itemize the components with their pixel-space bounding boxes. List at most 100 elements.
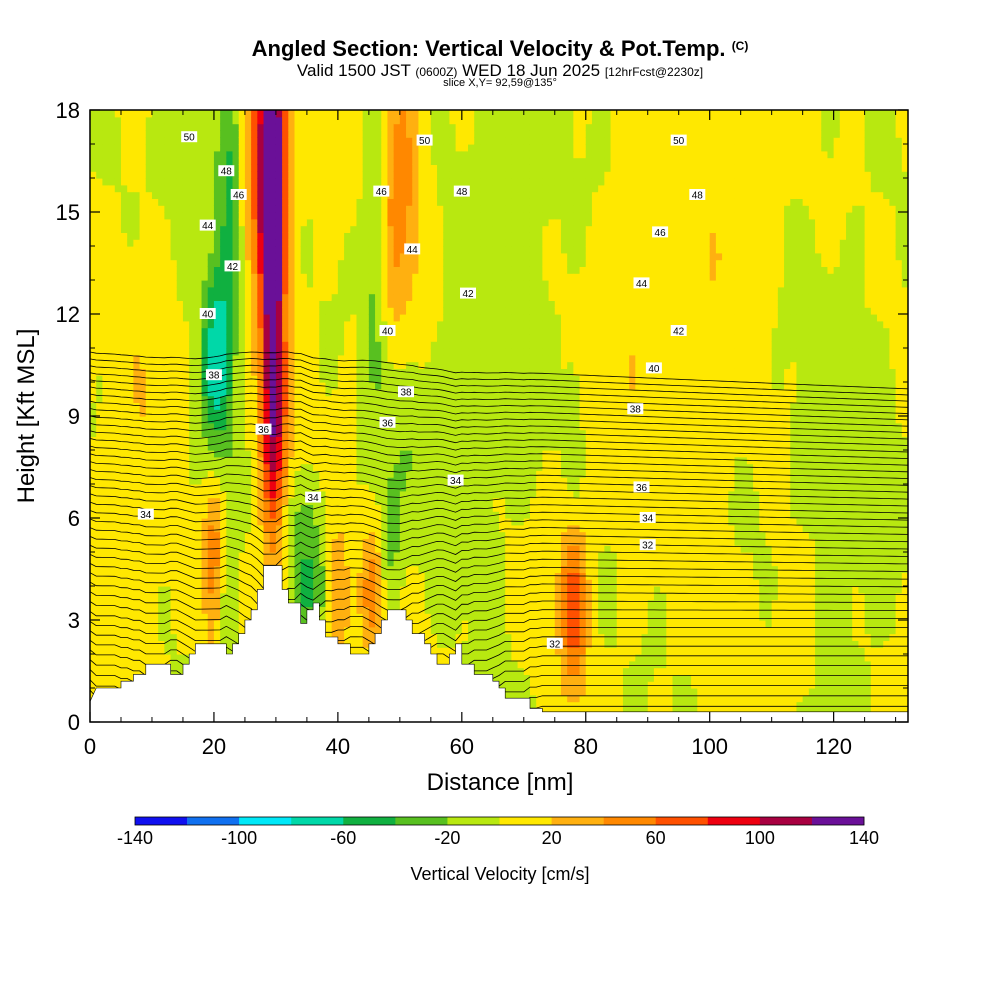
velocity-cell (120, 552, 128, 560)
velocity-cell (269, 266, 277, 274)
velocity-cell (207, 300, 215, 308)
velocity-cell (344, 470, 351, 478)
velocity-cell (176, 572, 184, 580)
velocity-cell (325, 137, 333, 145)
velocity-cell (313, 416, 320, 424)
velocity-cell (269, 538, 277, 546)
velocity-cell (102, 586, 110, 594)
velocity-cell (337, 212, 345, 220)
velocity-cell (356, 463, 364, 471)
velocity-cell (393, 273, 401, 281)
velocity-cell (201, 293, 209, 301)
velocity-cell (418, 164, 426, 172)
velocity-cell (406, 225, 413, 233)
velocity-cell (300, 327, 308, 335)
velocity-cell (406, 375, 413, 383)
velocity-cell (189, 518, 196, 526)
velocity-cell (344, 518, 351, 526)
velocity-cell (145, 443, 153, 451)
velocity-cell (232, 552, 240, 560)
velocity-cell (182, 654, 190, 662)
velocity-cell (412, 184, 420, 193)
velocity-cell (294, 382, 302, 390)
velocity-cell (182, 314, 190, 322)
velocity-cell (114, 484, 122, 492)
velocity-cell (406, 218, 413, 227)
velocity-cell (244, 198, 252, 206)
velocity-cell (269, 354, 277, 363)
velocity-cell (406, 606, 413, 614)
velocity-cell (275, 178, 283, 186)
velocity-cell (375, 613, 382, 621)
velocity-cell (282, 416, 289, 424)
velocity-cell (387, 484, 395, 492)
velocity-cell (368, 144, 376, 152)
velocity-cell (96, 239, 103, 247)
velocity-cell (344, 558, 351, 567)
velocity-cell (399, 246, 407, 254)
velocity-cell (251, 300, 258, 308)
velocity-cell (362, 558, 370, 567)
velocity-cell (220, 150, 227, 159)
velocity-cell (238, 484, 246, 492)
velocity-cell (269, 436, 277, 444)
velocity-cell (263, 395, 271, 403)
velocity-cell (412, 239, 420, 247)
velocity-cell (350, 198, 358, 206)
velocity-cell (158, 545, 165, 553)
velocity-cell (412, 123, 420, 131)
velocity-cell (393, 232, 401, 240)
velocity-cell (368, 354, 376, 363)
velocity-cell (275, 327, 283, 335)
velocity-cell (238, 178, 246, 186)
velocity-cell (207, 504, 215, 512)
velocity-cell (424, 348, 432, 356)
velocity-cell (176, 450, 184, 458)
velocity-cell (269, 171, 277, 179)
velocity-cell (238, 395, 246, 403)
velocity-cell (189, 545, 196, 553)
velocity-cell (102, 212, 110, 220)
velocity-cell (238, 626, 246, 635)
velocity-cell (331, 144, 339, 152)
velocity-cell (356, 388, 364, 397)
velocity-cell (251, 456, 258, 465)
velocity-cell (362, 429, 370, 437)
velocity-cell (368, 184, 376, 193)
velocity-cell (133, 157, 141, 165)
velocity-cell (127, 592, 134, 601)
velocity-cell (275, 218, 283, 227)
velocity-cell (127, 184, 134, 193)
velocity-cell (220, 599, 227, 607)
velocity-cell (164, 443, 172, 451)
velocity-cell (189, 320, 196, 329)
velocity-cell (319, 613, 327, 621)
velocity-cell (170, 511, 178, 519)
velocity-cell (213, 334, 221, 342)
velocity-cell (257, 198, 265, 206)
velocity-cell (201, 110, 209, 118)
velocity-cell (238, 524, 246, 533)
velocity-cell (387, 538, 395, 546)
velocity-cell (294, 416, 302, 424)
velocity-cell (282, 450, 289, 458)
velocity-cell (331, 504, 339, 512)
velocity-cell (213, 579, 221, 587)
velocity-cell (102, 252, 110, 261)
velocity-cell (145, 286, 153, 295)
velocity-cell (207, 599, 215, 607)
velocity-cell (232, 184, 240, 193)
velocity-cell (362, 572, 370, 580)
velocity-cell (319, 130, 327, 138)
velocity-cell (424, 626, 432, 635)
velocity-cell (412, 456, 420, 465)
velocity-cell (108, 443, 116, 451)
velocity-cell (344, 286, 351, 295)
velocity-cell (362, 626, 370, 635)
velocity-cell (399, 239, 407, 247)
velocity-cell (325, 280, 333, 288)
velocity-cell (412, 178, 420, 186)
velocity-cell (238, 450, 246, 458)
velocity-cell (356, 558, 364, 567)
velocity-cell (282, 579, 289, 587)
